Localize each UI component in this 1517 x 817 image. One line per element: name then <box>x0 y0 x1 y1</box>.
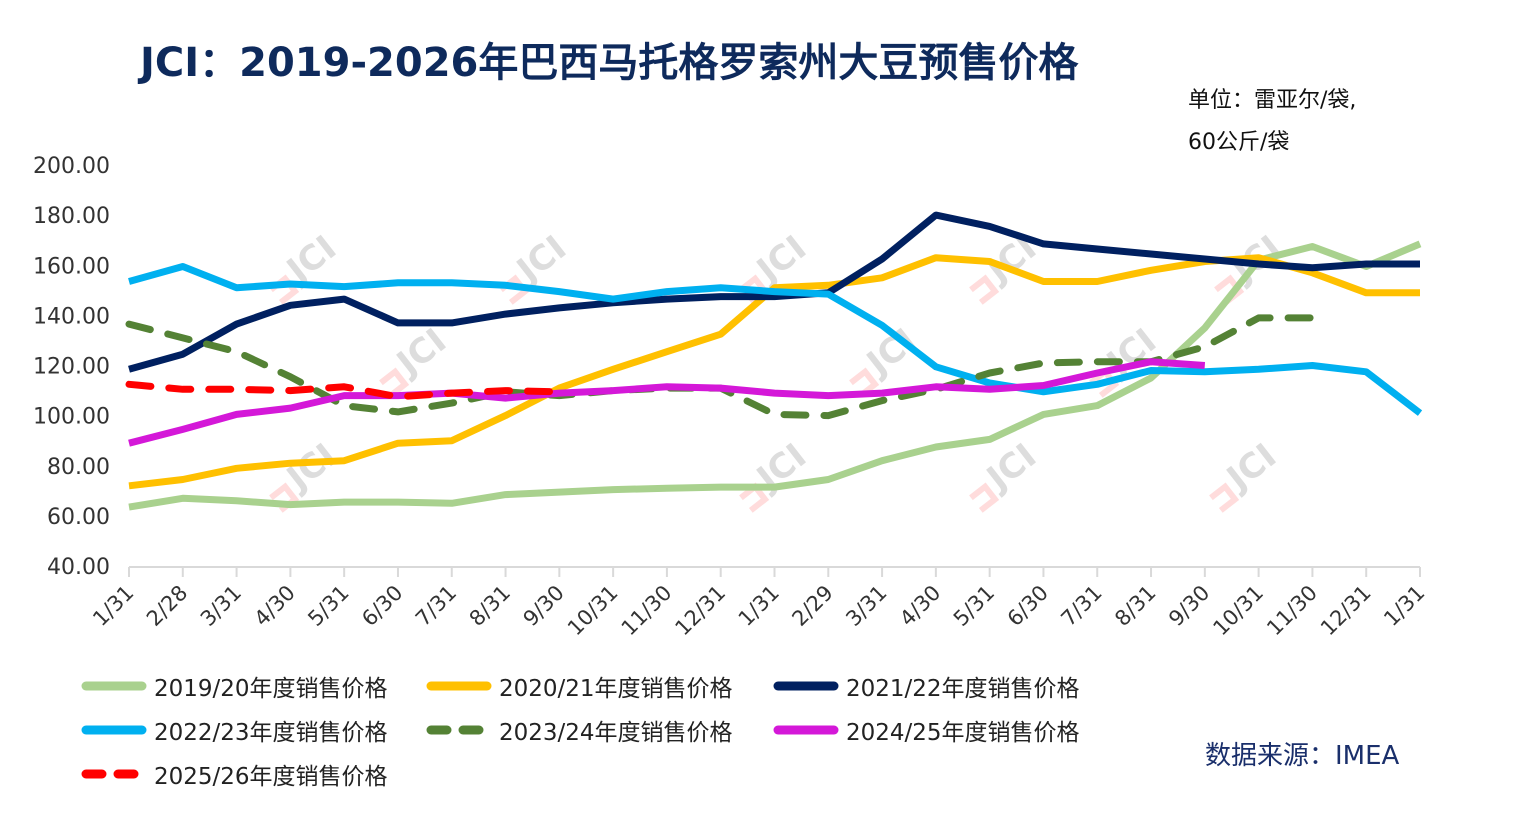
watermark-logo-icon <box>379 367 410 398</box>
x-tick-label: 10/31 <box>563 581 623 641</box>
x-tick-label: 10/31 <box>1208 581 1268 641</box>
x-tick-label: 7/31 <box>411 581 461 631</box>
x-tick-label: 11/30 <box>1262 581 1322 641</box>
x-tick-label: 9/30 <box>1164 581 1214 631</box>
watermark-logo-icon <box>1209 482 1240 513</box>
y-tick-label: 140.00 <box>33 304 110 329</box>
watermark: JCI <box>269 228 344 305</box>
watermark-logo-icon <box>969 274 1000 305</box>
watermark: JCI <box>1209 436 1284 513</box>
unit-line-1: 单位：雷亚尔/袋, <box>1188 88 1357 113</box>
legend-label: 2023/24年度销售价格 <box>499 720 733 746</box>
series-line-4 <box>128 263 1423 416</box>
y-tick-label: 100.00 <box>33 405 110 430</box>
legend-label: 2022/23年度销售价格 <box>154 720 388 746</box>
watermark: JCI <box>969 436 1044 513</box>
y-tick-label: 200.00 <box>33 154 110 179</box>
x-tick-label: 2/29 <box>788 581 838 631</box>
legend-label: 2024/25年度销售价格 <box>846 720 1080 746</box>
series-line-6 <box>128 358 1206 447</box>
legend-swatch-icon <box>81 769 147 779</box>
legend-label: 2025/26年度销售价格 <box>154 764 388 790</box>
watermark-logo-icon <box>849 367 880 398</box>
legend-swatch-icon <box>773 681 839 691</box>
legend-swatch-icon <box>426 725 492 735</box>
watermark: JCI <box>739 436 814 513</box>
legend-item: 2021/22年度销售价格 <box>772 668 1080 704</box>
legend-swatch-icon <box>426 681 492 691</box>
series-line-1 <box>128 240 1422 511</box>
x-tick-label: 12/31 <box>1316 581 1376 641</box>
legend-swatch-icon <box>81 681 147 691</box>
legend-item: 2024/25年度销售价格 <box>772 712 1080 748</box>
data-source: 数据来源：IMEA <box>1205 741 1400 771</box>
x-tick-label: 6/30 <box>1003 581 1053 631</box>
x-tick-label: 1/31 <box>734 581 784 631</box>
watermark-logo-icon <box>739 482 770 513</box>
legend-swatch-icon <box>81 725 147 735</box>
unit-line-2: 60公斤/袋 <box>1188 130 1290 155</box>
y-tick-label: 120.00 <box>33 355 110 380</box>
x-tick-label: 8/31 <box>1110 581 1160 631</box>
y-axis: 200.00 180.00 160.00 140.00 120.00 100.00 80.0… <box>33 154 110 580</box>
y-tick-label: 40.00 <box>47 555 110 580</box>
legend-label: 2021/22年度销售价格 <box>846 676 1080 702</box>
series-group <box>125 211 1423 511</box>
x-tick-label: 3/31 <box>196 581 246 631</box>
x-tick-label: 7/31 <box>1056 581 1106 631</box>
watermark-logo-icon <box>969 482 1000 513</box>
watermark: JCI <box>379 321 454 398</box>
series-line-3 <box>128 211 1420 373</box>
series-line-7 <box>125 380 563 401</box>
x-tick-label: 1/31 <box>1379 581 1429 631</box>
legend-item: 2025/26年度销售价格 <box>80 756 388 792</box>
x-tick-label: 5/31 <box>949 581 999 631</box>
x-tick-label: 2/28 <box>142 581 192 631</box>
x-tick-label: 11/30 <box>617 581 677 641</box>
y-tick-label: 160.00 <box>33 254 110 279</box>
legend-item: 2023/24年度销售价格 <box>425 712 733 748</box>
chart-title: JCI：2019-2026年巴西马托格罗索州大豆预售价格 <box>140 40 1079 86</box>
unit-note: 单位：雷亚尔/袋, 60公斤/袋 <box>1188 80 1356 164</box>
legend-swatch-icon <box>773 725 839 735</box>
legend-item: 2019/20年度销售价格 <box>80 668 388 704</box>
legend-item: 2020/21年度销售价格 <box>425 668 733 704</box>
y-tick-label: 60.00 <box>47 505 110 530</box>
x-tick-label: 9/30 <box>519 581 569 631</box>
x-tick-label: 3/31 <box>841 581 891 631</box>
x-tick-label: 4/30 <box>895 581 945 631</box>
legend-label: 2020/21年度销售价格 <box>499 676 733 702</box>
x-tick-label: 1/31 <box>88 581 138 631</box>
legend-item: 2022/23年度销售价格 <box>80 712 388 748</box>
y-tick-label: 80.00 <box>47 455 110 480</box>
x-tick-label: 6/30 <box>357 581 407 631</box>
x-tick-label: 8/31 <box>465 581 515 631</box>
x-axis: 1/31 2/28 3/31 4/30 5/31 6/30 7/31 8/31 9/3010/3… <box>88 566 1430 641</box>
x-tick-label: 12/31 <box>670 581 730 641</box>
legend-label: 2019/20年度销售价格 <box>154 676 388 702</box>
x-tick-label: 4/30 <box>250 581 300 631</box>
y-tick-label: 180.00 <box>33 204 110 229</box>
x-tick-label: 5/31 <box>303 581 353 631</box>
